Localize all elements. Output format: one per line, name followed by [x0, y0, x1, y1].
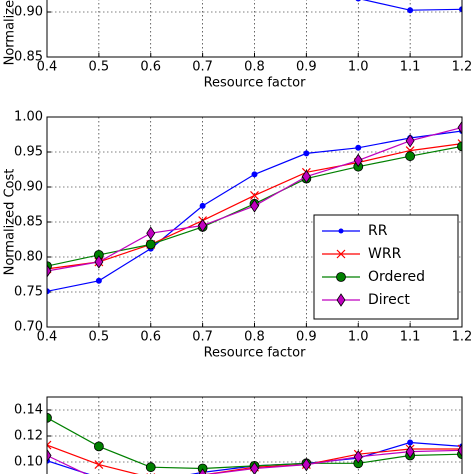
data-point	[198, 218, 208, 233]
y-tick-label: 0.90	[14, 5, 43, 20]
x-tick-label: 1.1	[400, 60, 421, 75]
data-point	[457, 141, 462, 152]
data-point	[407, 439, 414, 446]
data-point	[355, 0, 361, 2]
data-point	[405, 151, 416, 162]
data-point	[407, 7, 414, 14]
legend-marker	[336, 272, 346, 282]
data-point	[94, 255, 104, 269]
series-layer	[355, 0, 462, 14]
data-point	[47, 288, 50, 295]
x-tick-label: 1.0	[348, 330, 369, 345]
x-tick-label: 0.7	[192, 330, 213, 345]
x-tick-label: 0.5	[89, 60, 110, 75]
series-layer	[47, 120, 462, 295]
x-tick-label: 1.2	[452, 60, 473, 75]
legend-marker	[336, 293, 346, 307]
data-point	[250, 199, 259, 213]
data-point	[405, 444, 415, 459]
data-point	[145, 239, 156, 250]
data-point	[303, 150, 310, 157]
data-point	[93, 441, 104, 452]
data-point	[95, 277, 102, 284]
y-tick-label: 0.90	[14, 180, 43, 195]
plot-frame	[46, 0, 463, 58]
x-tick-label: 0.8	[244, 330, 265, 345]
legend-label: Direct	[368, 292, 410, 308]
y-axis-label: Normalized Cost	[3, 0, 18, 65]
data-point	[459, 6, 462, 13]
x-tick-label: 1.1	[400, 330, 421, 345]
y-tick-label: 1.00	[14, 110, 43, 125]
legend-marker	[338, 228, 344, 234]
data-point	[405, 134, 415, 148]
y-tick-label: 0.95	[14, 145, 43, 160]
x-tick-label: 0.7	[192, 60, 213, 75]
data-point	[47, 412, 52, 423]
data-point	[355, 144, 362, 151]
y-tick-label: 0.14	[14, 403, 43, 418]
data-point	[301, 457, 311, 472]
x-tick-label: 0.9	[296, 60, 317, 75]
y-tick-label: 0.80	[14, 250, 43, 265]
legend-marker	[338, 228, 344, 234]
y-tick-label: 0.75	[14, 285, 43, 300]
y-axis-label: Normalized Cost	[3, 169, 18, 276]
data-point	[250, 461, 259, 474]
data-point	[199, 202, 206, 209]
x-tick-label: 0.9	[296, 330, 317, 345]
data-point	[301, 169, 311, 184]
series-layer	[47, 412, 462, 474]
data-point	[47, 440, 52, 450]
data-point	[250, 190, 259, 200]
y-tick-label: 0.85	[14, 50, 43, 65]
data-point	[94, 460, 104, 470]
x-tick-label: 0.4	[37, 60, 58, 75]
data-point	[251, 171, 258, 178]
data-point	[146, 226, 156, 240]
plot-frame	[46, 116, 463, 328]
data-point	[47, 264, 52, 278]
data-point	[47, 448, 52, 463]
x-tick-label: 0.6	[140, 330, 161, 345]
x-tick-label: 0.8	[244, 60, 265, 75]
data-point	[457, 120, 462, 135]
y-tick-label: 0.85	[14, 215, 43, 230]
x-axis-label: Resource factor	[204, 76, 306, 91]
legend-label: RR	[368, 223, 388, 239]
legend-label: WRR	[368, 246, 402, 262]
x-tick-label: 0.4	[37, 330, 58, 345]
legend-marker	[336, 249, 346, 259]
legend: RR WRR Ordered Direct	[313, 214, 459, 320]
legend-label: Ordered	[368, 269, 425, 285]
y-tick-label: 0.10	[14, 455, 43, 470]
x-tick-label: 0.5	[89, 330, 110, 345]
data-point	[198, 468, 207, 474]
data-point	[353, 450, 363, 464]
data-point	[457, 443, 462, 458]
plot-frame	[46, 396, 463, 474]
x-tick-label: 1.2	[452, 330, 473, 345]
x-tick-label: 0.6	[140, 60, 161, 75]
legend-marker	[336, 272, 346, 282]
y-tick-label: 0.70	[14, 320, 43, 335]
data-point	[353, 153, 363, 168]
data-point	[145, 462, 156, 473]
y-tick-label: 0.12	[14, 429, 43, 444]
legend-marker	[336, 293, 346, 307]
x-tick-label: 1.0	[348, 60, 369, 75]
x-axis-label: Resource factor	[204, 346, 306, 361]
legend-marker	[336, 249, 346, 259]
